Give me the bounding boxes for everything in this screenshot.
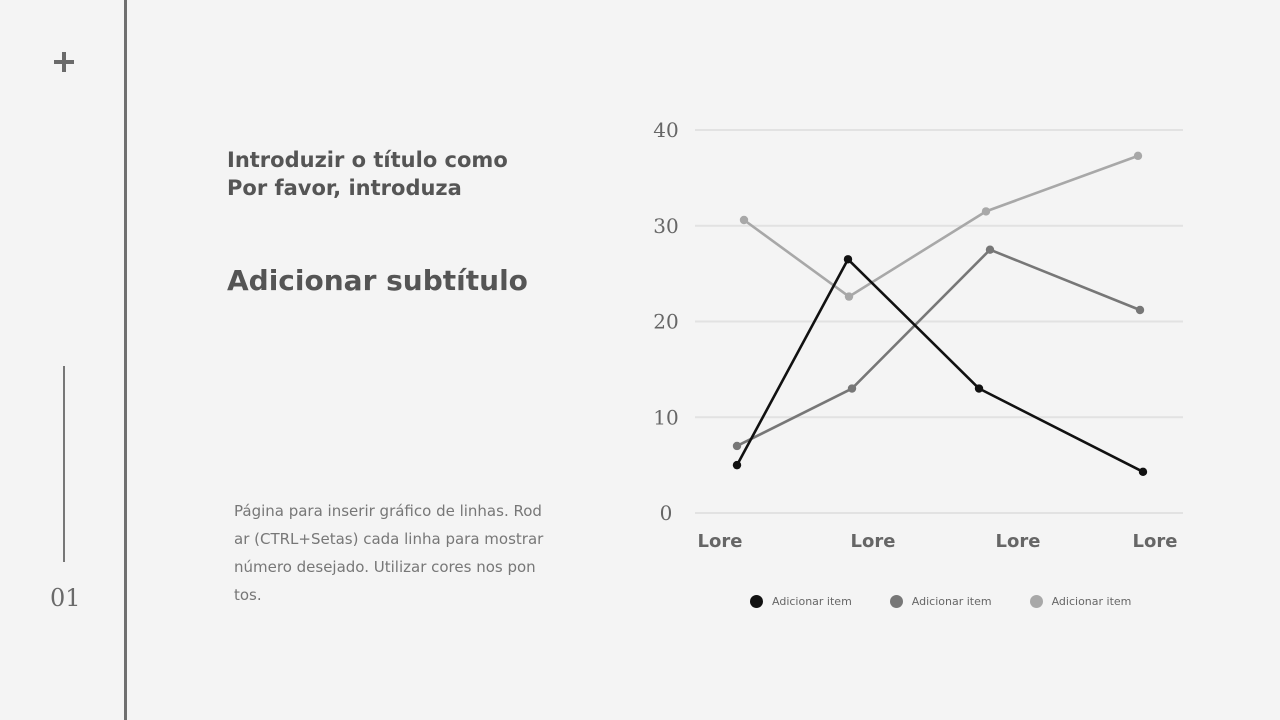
slide-title: Introduzir o título como Por favor, intr… [227,146,587,202]
data-point [843,255,853,264]
legend-item: Adicionar item [750,594,852,608]
data-point [844,292,854,301]
x-tick-label: Lore [698,531,743,552]
legend-marker-icon [1029,594,1043,608]
series-line [736,248,1141,448]
legend-label: Adicionar item [1051,594,1132,608]
y-tick-label: 20 [653,310,678,334]
data-point [739,215,749,225]
y-tick-label: 40 [653,118,678,142]
body-line: tos. [234,586,262,604]
x-tick-label: Lore [1133,531,1178,552]
line-chart: 0 10 20 30 40 Lore Lore Lore Lore [653,118,1183,552]
body-line: número desejado. Utilizar cores nos pon [234,558,536,576]
y-tick-label: 30 [653,214,678,238]
data-point [732,460,742,470]
body-line: ar (CTRL+Setas) cada linha para mostrar [234,530,544,548]
title-line: Introduzir o título como [227,148,508,172]
legend-marker-icon [889,594,903,608]
body-text: Página para inserir gráfico de linhas. R… [234,497,544,609]
data-point [1138,467,1148,477]
body-line: Página para inserir gráfico de linhas. R… [234,502,542,520]
y-tick-label: 10 [653,405,678,429]
legend-label: Adicionar item [911,594,992,608]
plus-icon[interactable] [52,50,76,74]
legend-label: Adicionar item [772,594,852,608]
data-point [974,384,984,393]
x-tick-label: Lore [851,531,896,552]
legend-item: Adicionar item [1029,594,1132,608]
data-point [981,207,991,216]
y-tick-label: 0 [660,501,673,525]
legend-item: Adicionar item [889,594,992,608]
page-number: 01 [50,584,81,612]
vertical-accent-bar [63,366,65,562]
data-point [1135,305,1145,315]
series-line [743,154,1139,298]
data-point [985,245,995,254]
data-point [1133,151,1143,161]
legend-marker-icon [750,594,763,608]
data-point [847,384,857,393]
data-point [732,441,742,451]
chart-legend: Adicionar item Adicionar item Adicionar … [750,592,1169,610]
title-line: Por favor, introduza [227,176,462,200]
side-divider-line [124,0,127,720]
x-tick-label: Lore [996,531,1041,552]
series-line [735,257,1144,473]
slide-subtitle: Adicionar subtítulo [227,264,528,297]
